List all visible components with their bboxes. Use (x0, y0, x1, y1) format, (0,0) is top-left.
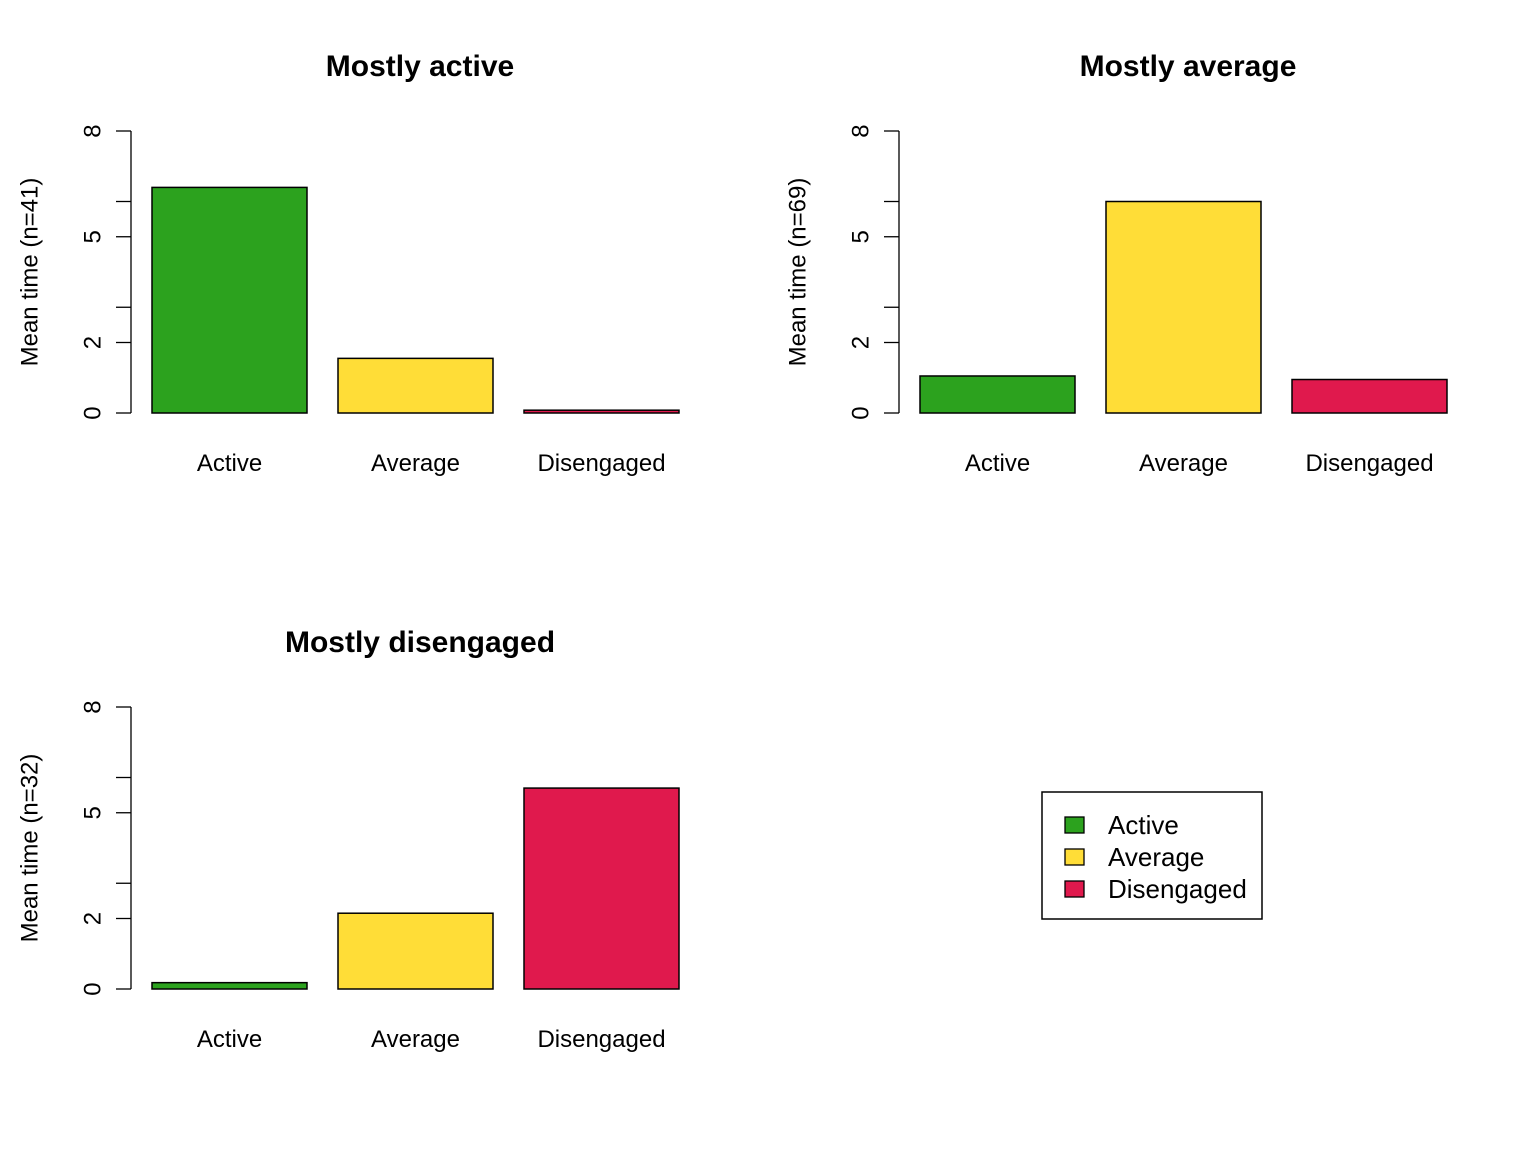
y-axis-label: Mean time (n=69) (785, 178, 812, 367)
y-tick-label: 0 (80, 406, 107, 419)
legend-label: Active (1108, 810, 1179, 840)
legend-label: Average (1108, 842, 1204, 872)
bar-disengaged (523, 787, 680, 990)
legend-swatch-average (1064, 848, 1085, 866)
y-axis-label: Mean time (n=32) (17, 754, 44, 943)
chart-panel-3: Mostly disengaged Mean time (n=32) 0 2 5 8 Act… (17, 626, 680, 1053)
y-tick-label: 8 (80, 124, 107, 137)
x-category-label: Active (965, 450, 1030, 477)
legend-swatch-disengaged (1064, 880, 1085, 898)
bar-average (1105, 200, 1262, 414)
x-category-label: Average (371, 450, 460, 477)
y-axis-label: Mean time (n=41) (17, 178, 44, 367)
x-category-label: Disengaged (537, 450, 665, 477)
chart-title: Mostly disengaged (285, 626, 555, 659)
chart-panel-2: Mostly average Mean time (n=69) 0 2 5 8 Active… (785, 50, 1448, 477)
x-category-label: Active (197, 1026, 262, 1053)
bar-active (151, 981, 308, 990)
bar-active (151, 186, 308, 414)
chart-panel-1: Mostly active Mean time (n=41) 0 2 5 8 Active A… (17, 50, 680, 477)
bar-disengaged (523, 409, 680, 414)
x-category-label: Average (371, 1026, 460, 1053)
y-tick-label: 0 (80, 982, 107, 995)
x-category-label: Disengaged (537, 1026, 665, 1053)
x-category-label: Active (197, 450, 262, 477)
y-tick-label: 5 (80, 806, 107, 819)
y-tick-label: 2 (848, 336, 875, 349)
legend-label: Disengaged (1108, 874, 1247, 904)
chart-title: Mostly average (1080, 50, 1297, 83)
y-tick-label: 8 (80, 700, 107, 713)
bar-average (337, 912, 494, 990)
y-tick-label: 2 (80, 336, 107, 349)
legend-swatch-active (1064, 816, 1085, 834)
y-tick-label: 0 (848, 406, 875, 419)
bar-disengaged (1291, 378, 1448, 414)
y-tick-label: 5 (80, 230, 107, 243)
y-tick-label: 8 (848, 124, 875, 137)
x-category-label: Average (1139, 450, 1228, 477)
bar-average (337, 357, 494, 414)
y-tick-label: 5 (848, 230, 875, 243)
y-tick-label: 2 (80, 912, 107, 925)
bar-active (919, 375, 1076, 414)
x-category-label: Disengaged (1305, 450, 1433, 477)
chart-title: Mostly active (326, 50, 514, 83)
